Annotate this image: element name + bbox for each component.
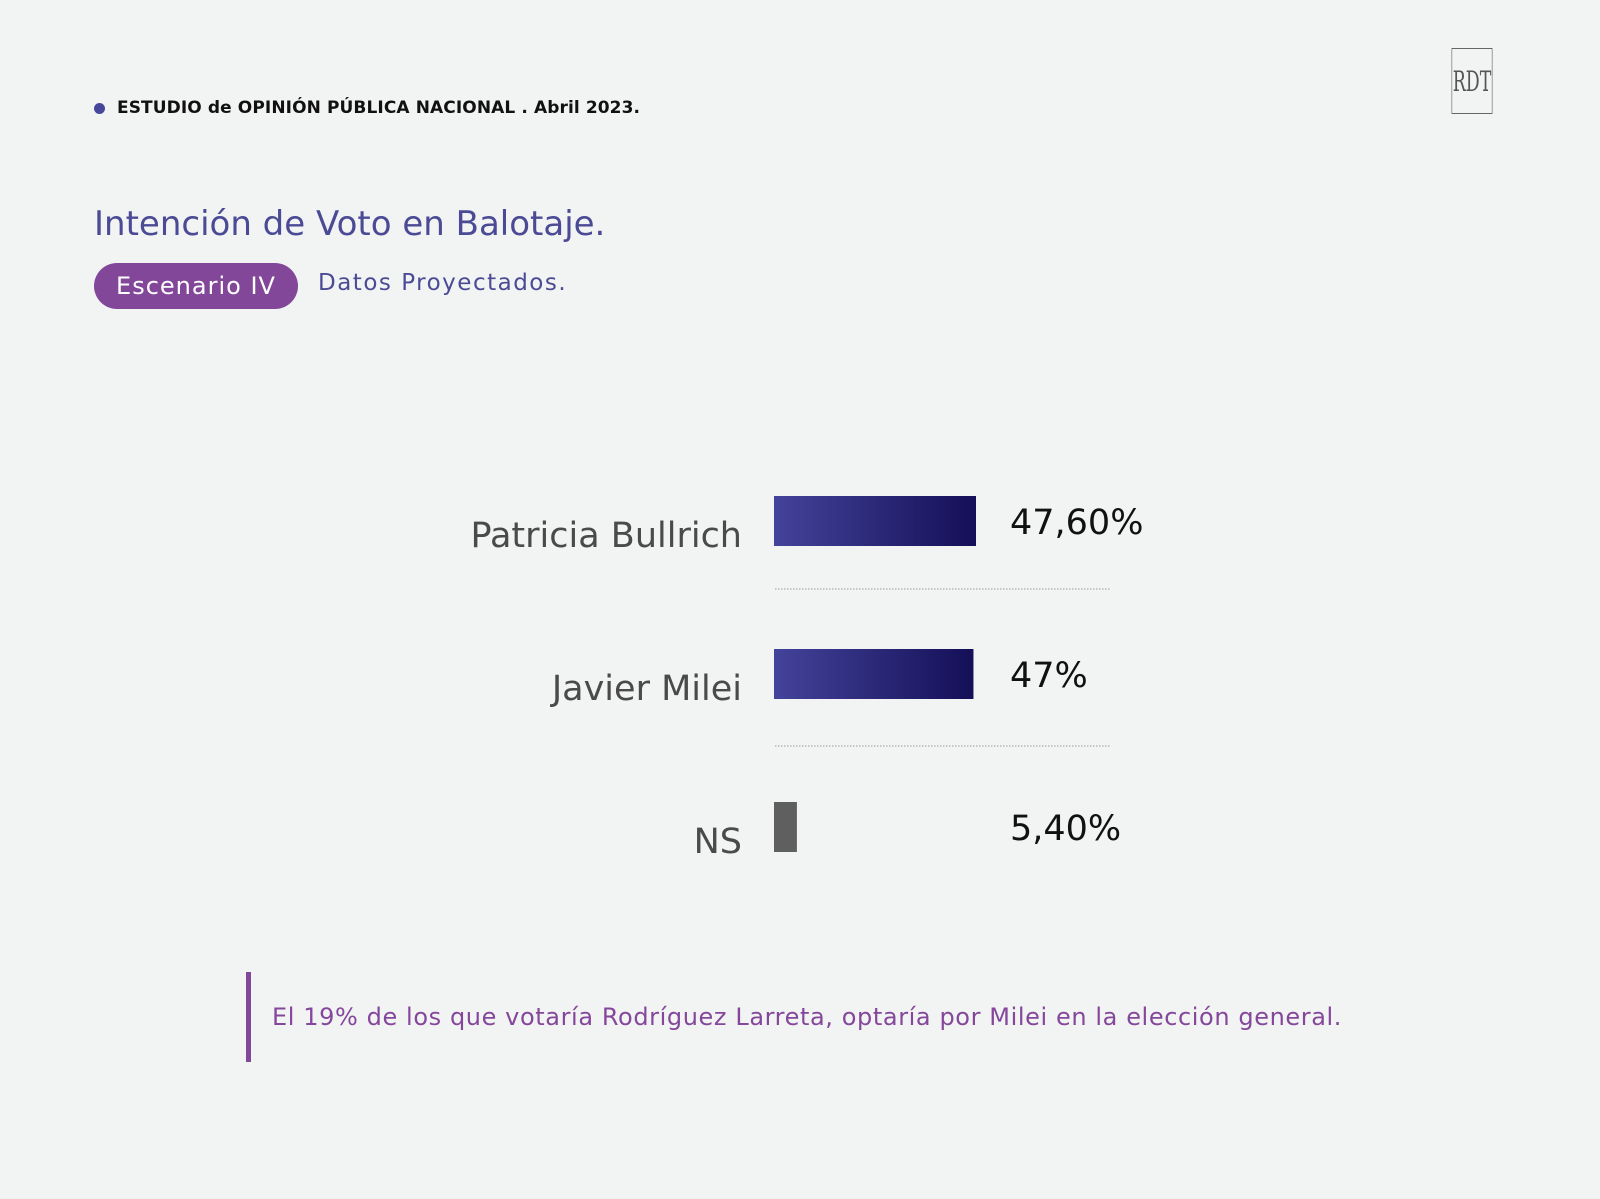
category-label-javier-milei: Javier Milei xyxy=(550,669,742,709)
bar-javier-milei xyxy=(774,649,974,699)
bar-patricia-bullrich xyxy=(774,496,976,546)
category-label-ns: NS xyxy=(694,822,742,862)
category-label-patricia-bullrich: Patricia Bullrich xyxy=(470,516,742,556)
value-label-ns: 5,40% xyxy=(1010,809,1121,849)
chart-subtitle: Datos Proyectados. xyxy=(318,270,568,296)
study-header-text: ESTUDIO de OPINIÓN PÚBLICA NACIONAL . Ab… xyxy=(117,98,641,118)
value-label-patricia-bullrich: 47,60% xyxy=(1010,503,1143,543)
rdt-logo: RDT xyxy=(1451,48,1493,114)
footnote-callout: El 19% de los que votaría Rodríguez Larr… xyxy=(246,972,1342,1062)
study-header: ESTUDIO de OPINIÓN PÚBLICA NACIONAL . Ab… xyxy=(94,98,640,118)
value-label-javier-milei: 47% xyxy=(1010,656,1088,696)
bullet-dot-icon xyxy=(94,102,105,114)
footnote-text: El 19% de los que votaría Rodríguez Larr… xyxy=(272,1003,1343,1031)
scenario-badge: Escenario IV xyxy=(94,263,298,309)
chart-title: Intención de Voto en Balotaje. xyxy=(94,204,606,244)
bar-ns xyxy=(774,802,797,852)
